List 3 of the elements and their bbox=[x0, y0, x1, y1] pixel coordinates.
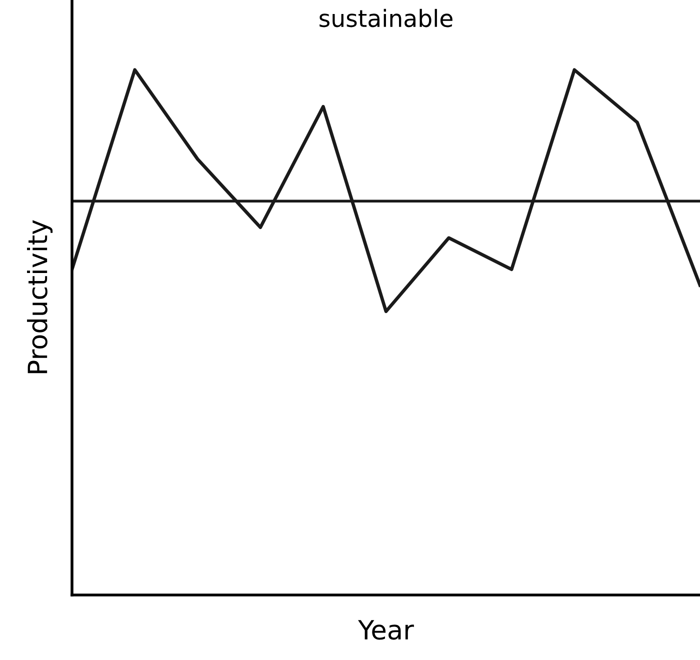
y-axis-title: Productivity bbox=[27, 220, 53, 374]
x-axis-title: Year bbox=[358, 620, 414, 640]
chart-title: sustainable bbox=[320, 8, 452, 28]
